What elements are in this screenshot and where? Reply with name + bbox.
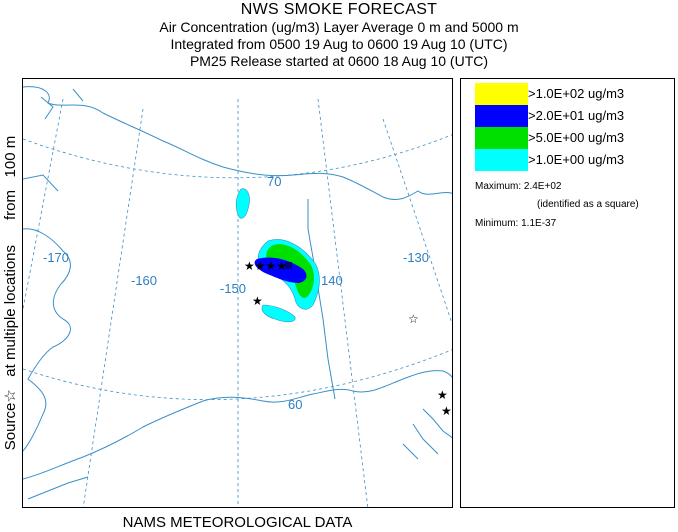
source-side-text: Source☆ at multiple locations from 100 m: [2, 135, 19, 451]
legend-swatch-yellow: [475, 83, 528, 105]
grid-label-lat-60: 60: [288, 397, 302, 412]
legend-label-1: >1.0E+02 ug/m3: [528, 86, 625, 101]
legend-label-2: >2.0E+01 ug/m3: [528, 108, 625, 123]
south-coast: [23, 370, 452, 480]
grid-label-lon-150: -150: [220, 281, 246, 296]
plume-level-4-north: [235, 188, 250, 219]
legend-row-4: >1.0E+00 ug/m3: [475, 149, 665, 171]
subtitle-release: PM25 Release started at 0600 18 Aug 10 (…: [189, 53, 489, 69]
panhandle-islands: [402, 408, 452, 460]
aleutian-chain: [27, 476, 89, 500]
subtitle-integration: Integrated from 0500 19 Aug to 0600 19 A…: [170, 36, 508, 52]
graticule: [23, 98, 452, 507]
chart-header: NWS SMOKE FORECAST Air Concentration (ug…: [0, 0, 678, 70]
source-star-icon: ★★: [441, 404, 453, 418]
maximum-label: Maximum:: [475, 181, 522, 192]
minimum-value: 1.1E-37: [521, 218, 557, 229]
subtitle-concentration: Air Concentration (ug/m3) Layer Average …: [159, 19, 519, 35]
legend-swatch-green: [475, 127, 528, 149]
grid-label-lat-70: 70: [267, 174, 281, 189]
source-star-icon: ☆: [408, 312, 419, 326]
plume-level-4-south: [261, 304, 296, 323]
lon-line-130: [382, 118, 452, 325]
smoke-plume: [235, 188, 320, 323]
grid-label-lon-140: 140: [321, 273, 343, 288]
source-star-icon: ★: [252, 294, 263, 308]
lon-line-160: [82, 108, 144, 507]
max-square-marker: [285, 262, 292, 269]
islands-north: [23, 88, 84, 192]
maximum-value: 2.4E+02: [523, 181, 562, 192]
grid-label-lon-130: -130: [403, 250, 429, 265]
lat-line-70: [23, 134, 452, 179]
lon-line-140: [317, 98, 369, 507]
coastlines: [23, 86, 452, 500]
source-side-label: Source☆ at multiple locations from 100 m: [0, 78, 22, 508]
legend-swatch-cyan: [475, 149, 528, 171]
legend-label-3: >5.0E+00 ug/m3: [528, 130, 625, 145]
legend-row-3: >5.0E+00 ug/m3: [475, 127, 665, 149]
legend-row-1: >1.0E+02 ug/m3: [475, 83, 665, 105]
map-svg: ★★★★ ★ ☆ ★ ★★ 70 60 -170 -160 -150 140 -…: [23, 86, 453, 507]
source-star-icon: ★★★★: [244, 259, 287, 273]
plume-level-2: [254, 257, 307, 283]
minimum-row: Minimum: 1.1E-37: [475, 218, 556, 229]
data-source-footer: NAMS METEOROLOGICAL DATA: [122, 514, 353, 531]
grid-label-lon-160: -160: [131, 273, 157, 288]
alaska-canada-border: [307, 199, 336, 400]
legend-panel: >1.0E+02 ug/m3 >2.0E+01 ug/m3 >5.0E+00 u…: [460, 78, 675, 508]
chart-title: NWS SMOKE FORECAST: [240, 1, 438, 18]
maximum-row: Maximum: 2.4E+02: [475, 181, 561, 192]
map-panel: ★★★★ ★ ☆ ★ ★★ 70 60 -170 -160 -150 140 -…: [22, 78, 453, 508]
lat-line-60: [23, 349, 452, 400]
grid-label-lon-170: -170: [43, 250, 69, 265]
source-markers: ★★★★ ★ ☆ ★ ★★: [244, 259, 453, 418]
legend-label-4: >1.0E+00 ug/m3: [528, 152, 625, 167]
source-star-icon: ★: [437, 388, 448, 402]
arctic-coast: [23, 86, 452, 200]
legend-row-2: >2.0E+01 ug/m3: [475, 105, 665, 127]
maximum-note: (identified as a square): [537, 199, 639, 210]
lon-line-170: [23, 98, 64, 310]
west-coast: [23, 228, 71, 452]
minimum-label: Minimum:: [475, 218, 519, 229]
legend-swatch-blue: [475, 105, 528, 127]
